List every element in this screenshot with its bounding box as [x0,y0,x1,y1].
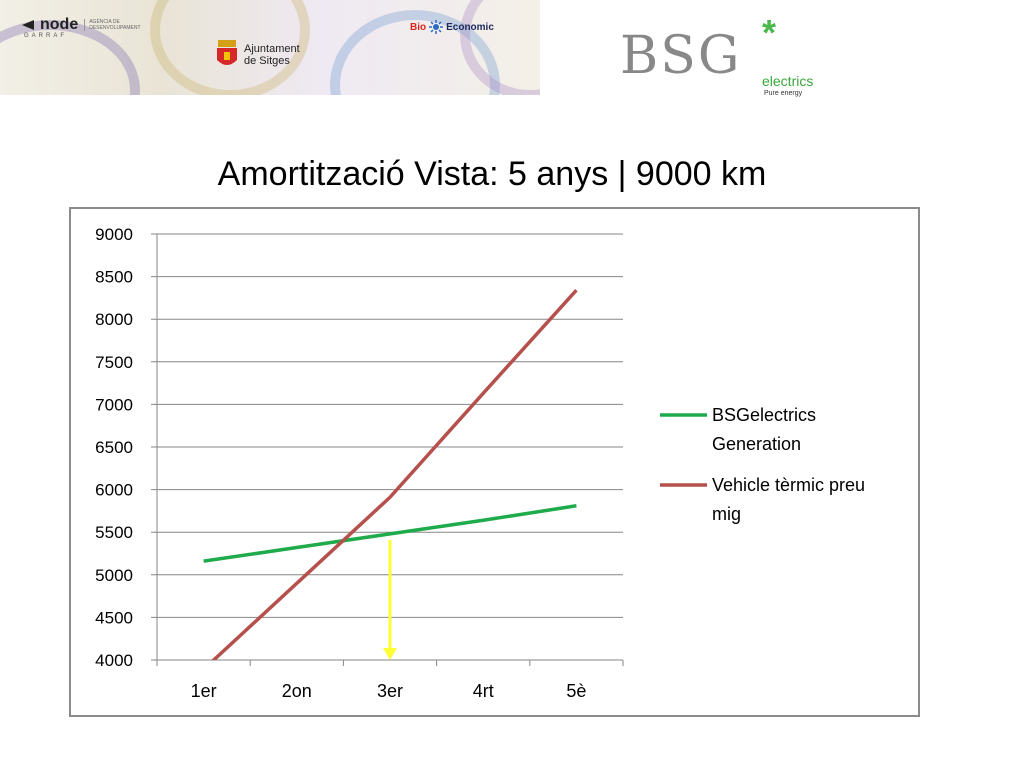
y-tick-label: 6500 [95,438,133,457]
y-tick-label: 6000 [95,481,133,500]
series-line-1 [211,289,578,660]
x-tick-label: 2on [282,681,312,701]
sunburst-icon [429,20,444,34]
node-logo-subtitle: GARRAF [24,33,68,39]
ajuntament-text: Ajuntament de Sitges [244,43,300,67]
ajuntament-sitges-logo: Ajuntament de Sitges [216,40,300,70]
y-tick-label: 9000 [95,225,133,244]
y-tick-label: 7000 [95,395,133,414]
x-tick-label: 4rt [473,681,494,701]
bioeconomic-logo: Bio Economic [410,20,494,34]
y-tick-label: 5000 [95,566,133,585]
legend-label-line: Generation [712,434,801,454]
node-logo-description: AGÈNCIA DE DESENVOLUPAMENT [84,19,159,31]
banner-swirl [150,0,310,95]
bsg-logo-electrics: electrics [762,73,814,89]
header-banner: node AGÈNCIA DE DESENVOLUPAMENT GARRAF A… [0,0,540,95]
legend-label-line: BSGelectrics [712,405,816,425]
bio-logo-part2: Economic [446,21,494,33]
bsg-logo-word: BSG [620,26,742,86]
y-tick-label: 8500 [95,268,133,287]
ajuntament-line1: Ajuntament [244,43,300,55]
bsg-electrics-logo: BSG * electrics Pure energy [620,12,840,105]
chart-frame: 4000 4500 5000 5500 6000 6500 7000 7500 8000 8500… [69,207,920,717]
legend-label-line: mig [712,504,741,524]
y-tick-label: 7500 [95,353,133,372]
legend-label-1: Vehicle tèrmic preu mig [712,475,865,524]
node-arrow-icon [22,20,34,30]
node-logo-word: node [40,16,79,33]
crest-icon [217,40,237,65]
bsg-logo-tagline: Pure energy [764,90,803,97]
bio-logo-part1: Bio [410,21,427,33]
marker-arrow-head [383,648,397,660]
legend-label-0: BSGelectrics Generation [712,405,816,454]
y-tick-label: 4000 [95,651,133,670]
banner-swirl [460,0,540,95]
x-tick-label: 3er [377,681,403,701]
y-tick-label: 5500 [95,523,133,542]
x-tick-label: 5è [566,681,586,701]
x-tick-label: 1er [191,681,217,701]
legend-label-line: Vehicle tèrmic preu [712,475,865,495]
node-garraf-logo: node AGÈNCIA DE DESENVOLUPAMENT [22,16,159,34]
line-chart: 4000 4500 5000 5500 6000 6500 7000 7500 8000 8500… [95,225,865,701]
series-line-0 [203,504,577,563]
page-title: Amortització Vista: 5 anys | 9000 km [217,155,767,193]
y-tick-label: 4500 [95,608,133,627]
ajuntament-line2: de Sitges [244,55,290,67]
y-tick-label: 8000 [95,310,133,329]
bsg-star-icon: * [762,12,777,53]
